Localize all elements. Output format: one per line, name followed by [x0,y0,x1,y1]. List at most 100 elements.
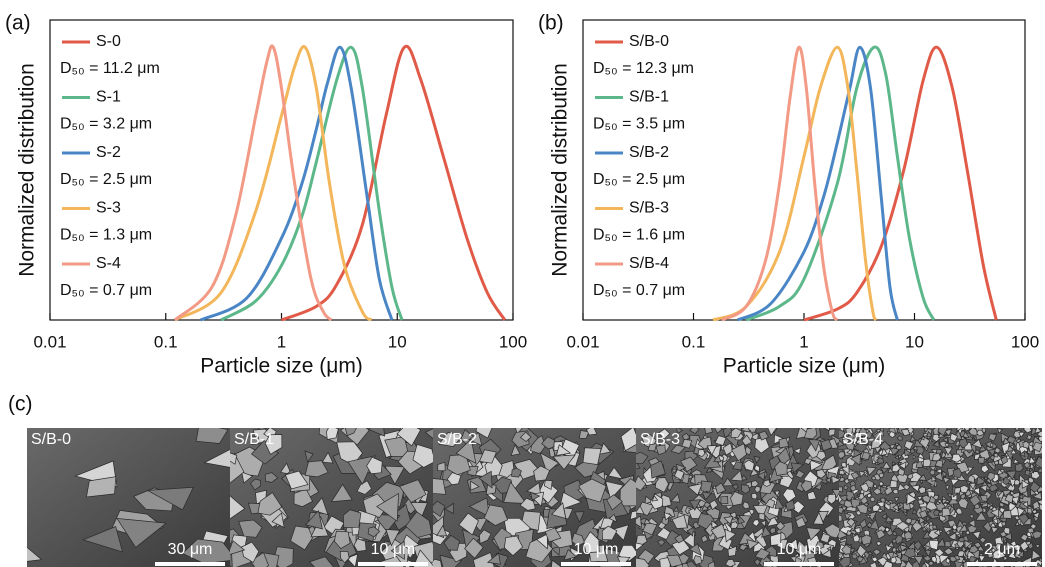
particle [558,491,583,511]
particle [636,505,645,515]
scale-bar-label: 30 μm [168,541,213,558]
particle [839,439,845,447]
particle [987,448,997,457]
sem-image [839,428,1042,567]
particle [899,544,909,552]
particle [997,551,1007,559]
particle [915,461,923,468]
particle [1007,551,1018,560]
particle [957,444,965,451]
particle [993,518,999,525]
particle [852,533,860,543]
particle [795,516,807,529]
particle [844,442,856,451]
particle [707,560,716,567]
panel-label: (c) [8,393,33,416]
particle [1023,461,1031,469]
particle [938,554,950,565]
particle [855,503,869,515]
particle [304,509,323,530]
particle [839,529,848,540]
particle [793,447,801,455]
particle [458,512,479,536]
particle [856,544,867,558]
particle [478,470,493,489]
particle [1005,470,1017,481]
particle [942,476,951,484]
y-axis-label: Normalized distribution [16,63,39,277]
particle [994,447,1001,454]
particle [284,470,309,490]
particle [1013,458,1020,464]
particle [806,527,822,541]
particle [979,484,988,493]
particle [583,531,600,554]
particle [479,529,492,545]
particle [913,540,922,552]
particle [241,471,254,484]
particle [955,507,963,515]
particle [942,498,949,505]
particle [405,511,433,538]
particle [879,440,892,452]
particle [821,548,832,559]
particle [709,499,719,511]
particle [803,428,818,440]
particle [571,532,586,547]
particle [891,463,901,473]
x-tick-label: 0.01 [33,332,66,351]
particle [843,477,850,485]
particle [366,456,383,475]
particle [412,443,433,468]
scale-bar-label: 10 μm [777,541,822,558]
particle [926,430,933,438]
particle [990,526,1000,534]
legend-label: S/B-2 [629,144,669,161]
particle [950,478,960,487]
particle [874,461,879,466]
particle [861,451,871,461]
particle [551,501,567,519]
particle [843,512,852,521]
particle [1015,462,1024,472]
particle [468,431,483,447]
particle [1002,509,1012,519]
particle [230,540,246,555]
particle [729,469,743,482]
d50-label: D₅₀ = 0.7 μm [60,282,152,299]
particle [647,443,658,452]
particle [846,448,853,455]
particle [882,560,893,567]
particle [541,436,555,450]
particle [753,456,761,465]
particle [503,481,527,504]
particle [963,555,969,561]
distribution-curve [280,44,507,322]
d50-label: D₅₀ = 2.5 μm [593,171,685,188]
particle [643,518,652,525]
particle [743,459,755,472]
d50-label: D₅₀ = 3.5 μm [593,116,685,133]
particle [250,478,261,491]
particle [751,479,760,487]
particle [903,548,916,558]
particle [866,521,873,529]
particle [851,437,859,444]
particle [809,459,823,472]
particle [839,514,843,522]
particle [963,428,971,432]
particle [730,428,743,439]
particle [556,444,572,456]
particle [705,466,713,473]
particle [850,484,857,492]
particle [510,443,521,457]
particle [929,465,937,472]
particle [752,519,760,527]
particle [27,546,43,562]
particle [671,514,688,529]
particle [1017,549,1024,558]
particle [530,491,541,501]
particle [986,471,995,482]
particle [978,444,987,452]
particle [437,461,446,472]
